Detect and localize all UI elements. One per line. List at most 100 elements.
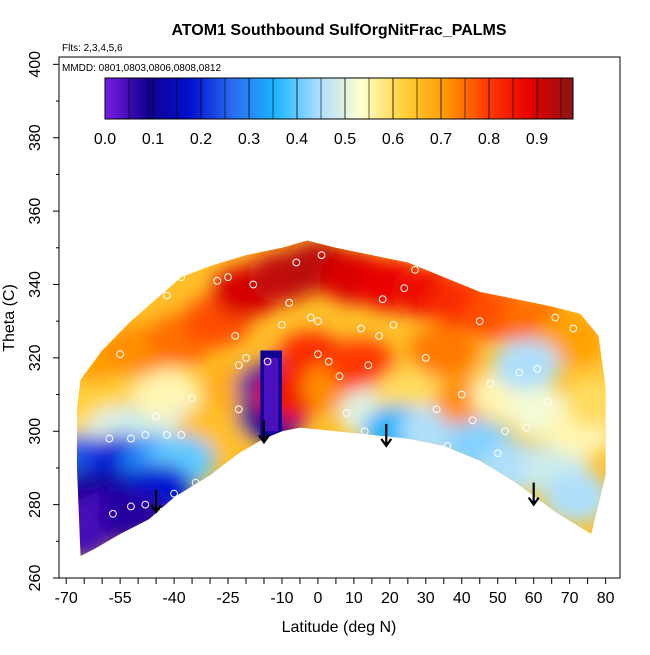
x-tick-label: 40 (453, 590, 471, 607)
observation-point (533, 364, 542, 373)
arrow-markers (150, 420, 540, 514)
observation-point (551, 313, 560, 322)
observation-point (152, 412, 160, 421)
observation-point (544, 397, 552, 406)
observation-point (242, 353, 250, 362)
observation-point (141, 500, 150, 509)
observation-point (375, 331, 383, 340)
observation-point (457, 390, 466, 399)
observation-point (360, 427, 369, 436)
heat-cell (96, 489, 165, 542)
y-tick-label: 320 (27, 344, 44, 371)
colorbar-tick-label: 0.4 (286, 131, 308, 148)
observation-point (569, 324, 578, 333)
observation-point (249, 280, 258, 289)
arrow-head (150, 504, 162, 514)
x-tick-label: -70 (55, 590, 78, 607)
y-tick-label: 360 (27, 198, 44, 225)
colorbar: 0.0 0.1 0.2 0.3 0.4 0.5 0.6 0.7 0.8 0.9 (94, 77, 574, 148)
observation-point (522, 423, 531, 432)
colorbar-tick-label: 0.2 (190, 131, 212, 148)
observation-point (177, 273, 186, 282)
heat-cell (327, 339, 396, 392)
x-tick-label: 30 (417, 590, 435, 607)
colorbar-tick-label: 0.8 (478, 131, 500, 148)
observation-points (105, 251, 578, 518)
y-axis: 260 280 300 320 340 360 380 400 (27, 51, 59, 591)
observation-point (378, 295, 387, 304)
field-blend (76, 240, 606, 556)
observation-point (116, 350, 125, 359)
observation-point (317, 251, 326, 260)
observation-point (263, 357, 272, 366)
observation-point (357, 324, 365, 333)
observation-point (234, 405, 243, 414)
observation-point (443, 442, 452, 450)
colorbar-tick-label: 0.6 (382, 131, 404, 148)
observation-point (285, 298, 294, 307)
x-tick-label: 60 (525, 590, 543, 607)
observation-point (421, 353, 430, 362)
heat-cell (263, 357, 279, 432)
observation-point (292, 258, 301, 267)
observation-point (162, 291, 171, 300)
colorbar-tick-label: 0.7 (430, 131, 452, 148)
arrow-head (380, 438, 393, 448)
observation-point (177, 431, 186, 439)
x-tick-label: 70 (561, 590, 579, 607)
observation-point (127, 434, 135, 443)
observation-point (306, 313, 315, 322)
observation-point (170, 489, 178, 498)
x-tick-label: 50 (489, 590, 507, 607)
x-tick-label: -55 (109, 590, 132, 607)
y-tick-label: 340 (27, 271, 44, 298)
observation-point (501, 427, 509, 436)
colorbar-tick-label: 0.3 (238, 131, 260, 148)
heatmap-field (76, 240, 606, 556)
observation-point (364, 361, 373, 370)
observation-point (278, 320, 286, 329)
observation-point (314, 317, 322, 326)
x-tick-label: 10 (345, 590, 363, 607)
observation-point (224, 273, 232, 282)
arrow-head (527, 496, 540, 507)
y-tick-label: 380 (27, 124, 44, 151)
x-tick-label: 80 (597, 590, 615, 607)
observation-point (162, 431, 171, 439)
observation-point (493, 449, 502, 458)
heat-cell (492, 339, 561, 392)
observation-point (105, 434, 114, 443)
y-tick-label: 400 (27, 51, 44, 78)
heat-cell (564, 375, 606, 428)
observation-point (335, 372, 344, 381)
observation-point (234, 361, 243, 370)
observation-point (127, 502, 135, 511)
observation-point (188, 394, 196, 403)
y-tick-label: 280 (27, 491, 44, 518)
observation-point (400, 284, 409, 293)
observation-point (213, 276, 222, 285)
down-arrow-icon (380, 423, 393, 448)
arrow-head (258, 434, 270, 445)
x-axis: -70 -55 -40 -25 -10 0 10 20 30 40 50 60 70 80 (55, 578, 615, 607)
field-cells (76, 240, 606, 556)
observation-point (475, 317, 484, 326)
observation-point (109, 509, 117, 518)
observation-point (141, 431, 150, 439)
observation-point (389, 320, 398, 329)
observation-point (411, 265, 419, 274)
observation-point (324, 357, 333, 366)
y-tick-label: 260 (27, 565, 44, 592)
x-tick-label: -40 (163, 590, 186, 607)
colorbar-tick-label: 0.9 (526, 131, 548, 148)
down-arrow-icon (258, 420, 270, 445)
x-tick-label: 20 (381, 590, 399, 607)
plot-frame (58, 56, 621, 579)
colorbar-bar (104, 77, 574, 120)
observation-point (191, 478, 200, 487)
dates-label: MMDD: 0801,0803,0806,0808,0812 (62, 63, 221, 74)
observation-point (432, 405, 441, 414)
colorbar-tick-label: 0.0 (94, 131, 116, 148)
heat-cell (542, 471, 606, 524)
